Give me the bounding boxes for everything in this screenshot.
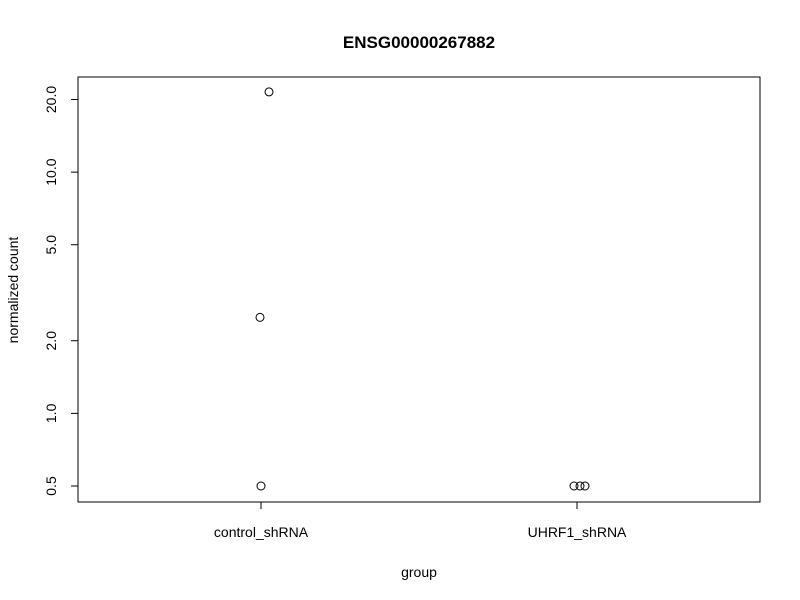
data-point — [255, 312, 265, 322]
x-tick-label: control_shRNA — [214, 524, 309, 540]
y-tick-label: 0.5 — [43, 476, 59, 496]
x-tick-label: UHRF1_shRNA — [528, 524, 627, 540]
y-axis: 0.5 1.0 2.0 5.0 10.0 20.0 — [43, 86, 79, 496]
y-tick-label: 2.0 — [43, 331, 59, 351]
plot-frame — [77, 76, 761, 503]
y-axis-label: normalized count — [5, 237, 21, 344]
chart-title: ENSG00000267882 — [343, 33, 495, 52]
data-points — [255, 87, 590, 491]
y-tick-label: 5.0 — [43, 235, 59, 255]
x-axis: control_shRNA UHRF1_shRNA — [214, 501, 627, 540]
data-point — [264, 87, 274, 97]
y-tick-label: 20.0 — [43, 86, 59, 113]
x-axis-label: group — [401, 564, 437, 580]
data-point — [575, 481, 585, 491]
y-tick-label: 1.0 — [43, 403, 59, 423]
y-tick-label: 10.0 — [43, 158, 59, 185]
data-point — [256, 481, 266, 491]
data-point — [569, 481, 579, 491]
data-point — [580, 481, 590, 491]
